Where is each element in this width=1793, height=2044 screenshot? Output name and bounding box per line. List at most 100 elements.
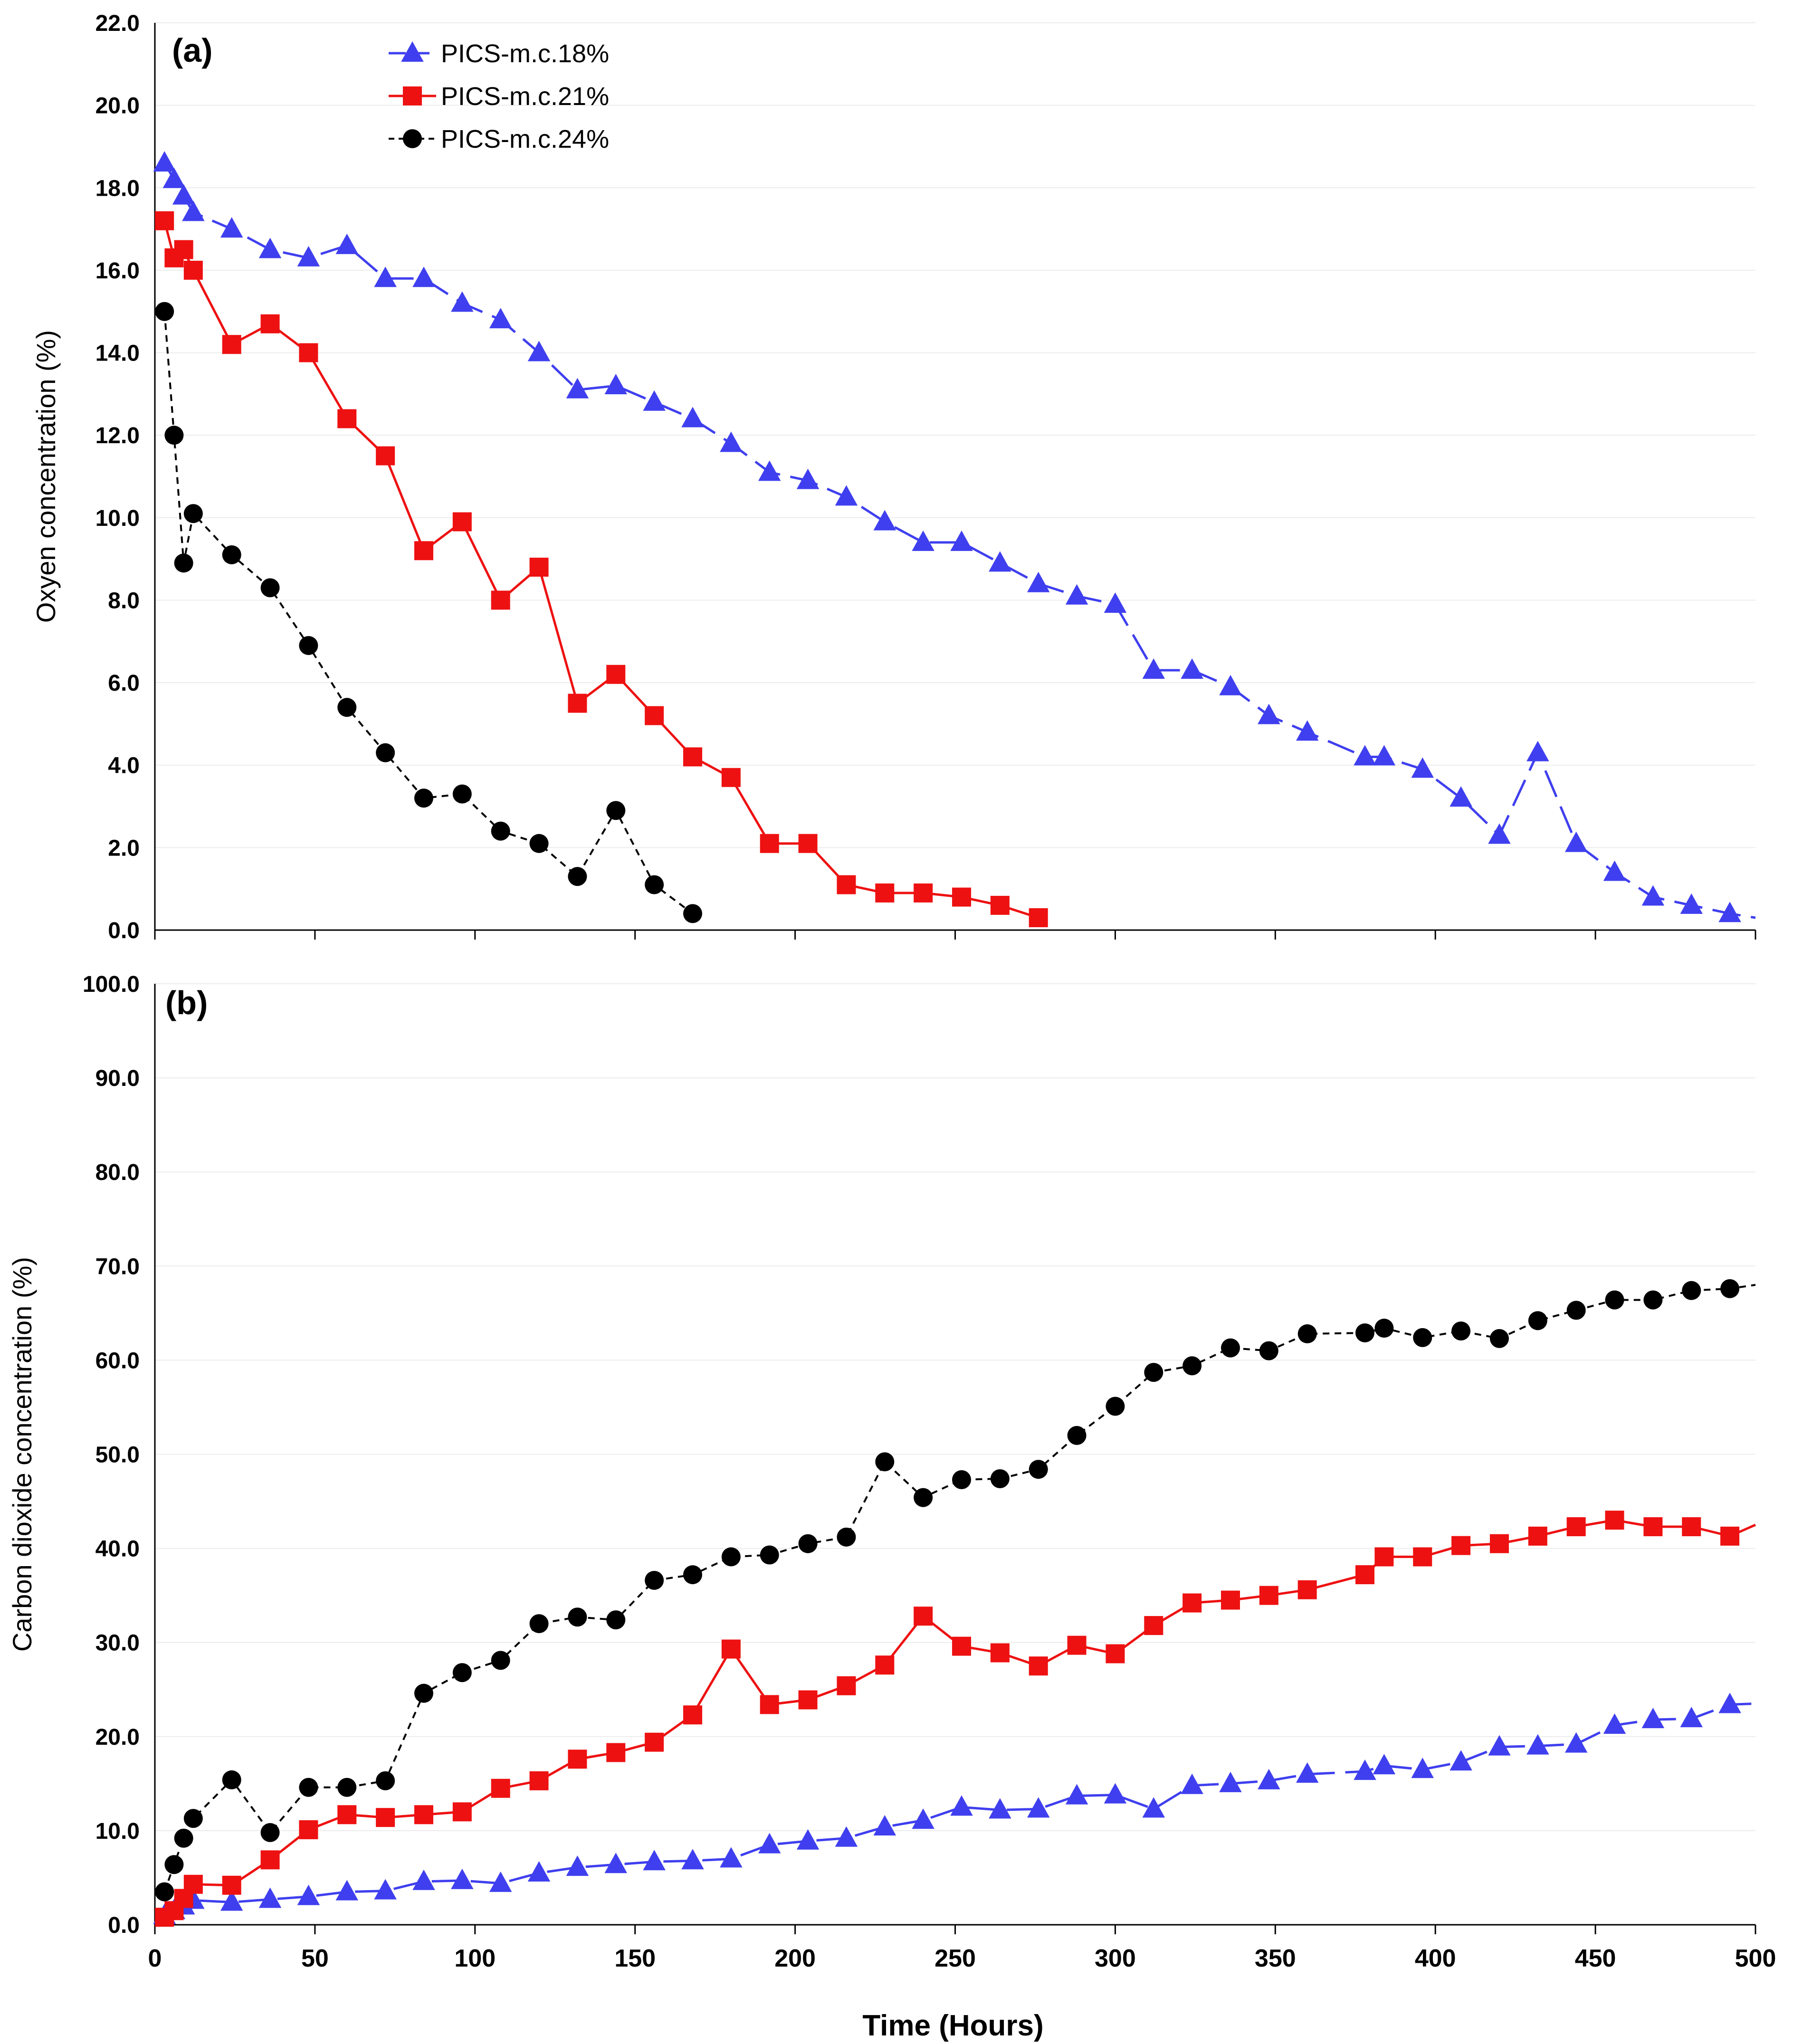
data-point-triangle [374,266,397,287]
data-point-square [914,1607,933,1626]
data-point-triangle [912,530,935,551]
data-point-circle [164,426,184,445]
data-point-circle [155,1882,174,1901]
data-point-circle [645,875,664,894]
data-point-circle [760,1545,779,1565]
data-point-triangle [489,1871,512,1892]
data-point-square [760,834,779,853]
series-a-0 [153,151,1756,922]
data-point-square [376,1808,395,1827]
data-point-circle [529,834,549,853]
data-point-circle [1259,1341,1278,1360]
data-point-square [1413,1547,1432,1567]
panel-b-axes: 0.0 10.0 20.0 30.0 40.0 50.0 60.0 70.0 80.0 90.0 1… [83,972,1776,1972]
data-point-square [1221,1590,1240,1610]
data-point-square [299,1820,318,1839]
data-point-circle [798,1534,818,1553]
data-point-circle [491,1651,510,1670]
y-tick-label-a: 10.0 [95,506,140,531]
series-b-0 [153,1692,1756,1924]
data-point-square [299,343,318,362]
data-point-triangle [1526,1734,1549,1755]
data-point-circle [337,698,357,717]
y-tick-label-a: 18.0 [95,176,140,201]
data-point-circle [1106,1397,1125,1416]
data-point-square [1067,1635,1087,1655]
data-point-triangle [912,1808,935,1829]
data-point-triangle [1373,1754,1396,1775]
data-point-circle [1451,1321,1471,1340]
data-point-circle [452,784,472,804]
y-tick-label-a: 0.0 [108,918,140,943]
data-point-circle [299,1778,318,1797]
data-point-square [260,1850,280,1870]
x-tick-label: 100 [454,1945,496,1972]
legend-entry: PICS-m.c.24% [389,125,609,153]
data-point-circle [1605,1290,1624,1310]
data-point-triangle [758,460,781,481]
data-point-circle [683,904,702,923]
data-point-square [1106,1644,1125,1664]
data-point-square [1451,1536,1471,1555]
data-point-square [990,1643,1010,1663]
data-point-circle [914,1488,933,1507]
data-point-circle [1029,1460,1048,1479]
data-point-circle [414,789,433,808]
data-point-square [837,1676,856,1695]
data-point-triangle [527,1861,551,1882]
data-point-triangle [1680,1707,1703,1728]
panel-a-oxygen-chart: 0.0 2.0 4.0 6.0 8.0 10.0 12.0 14.0 16.0 18.0 20.0 2… [31,11,1756,943]
legend-entry: PICS-m.c.21% [389,82,609,111]
data-point-square [606,1743,626,1762]
data-point-triangle [950,1795,973,1816]
data-point-triangle [796,1829,820,1850]
legend-marker-triangle [401,41,424,62]
data-point-triangle [527,341,551,361]
data-point-circle [1144,1363,1164,1382]
data-point-triangle [681,407,704,428]
data-point-triangle [1142,658,1165,679]
data-point-triangle [1027,1797,1050,1818]
panel-a-gridlines [155,22,1755,848]
data-point-square [760,1695,779,1714]
data-point-square [1566,1517,1586,1537]
data-point-circle [529,1614,549,1634]
data-point-square [414,1805,433,1825]
data-point-triangle [1450,786,1472,807]
y-tick-label-a: 4.0 [108,753,140,779]
data-point-circle [645,1570,664,1590]
data-point-square [1528,1526,1547,1546]
data-point-triangle [1488,823,1511,844]
data-point-circle [1682,1281,1701,1300]
series-line-a-0 [163,162,1756,919]
x-tick-label: 250 [935,1945,976,1972]
panel-a-legend: PICS-m.c.18% PICS-m.c.21% PICS-m.c.24% [389,39,609,153]
y-tick-label-b: 20.0 [95,1725,140,1750]
data-point-square [222,1875,241,1895]
series-b-1 [155,1511,1756,1927]
data-point-circle [1643,1290,1663,1310]
data-point-square [1144,1616,1164,1635]
data-point-square [721,768,741,787]
data-point-square [1259,1586,1278,1605]
data-point-square [798,834,818,853]
data-point-triangle [1104,1783,1127,1804]
y-tick-label-b: 100.0 [83,972,140,997]
data-point-triangle [220,217,243,238]
data-point-square [914,883,933,903]
data-point-square [1374,1547,1394,1567]
data-point-circle [1067,1426,1087,1445]
panel-b-carbon-dioxide-chart: 0.0 10.0 20.0 30.0 40.0 50.0 60.0 70.0 80.0 90.0 1… [7,972,1776,2042]
y-tick-label-b: 60.0 [95,1348,140,1373]
data-point-circle [174,1828,193,1848]
data-point-square [529,558,549,577]
data-point-triangle [172,184,195,205]
data-point-triangle [1411,757,1434,778]
data-point-square [1489,1534,1509,1553]
data-point-square [222,335,241,354]
data-point-square [721,1639,741,1659]
panel-a-y-axis-title: Oxyen concentration (%) [31,330,61,623]
panel-b-gridlines [155,983,1755,1831]
y-tick-label-a: 14.0 [95,341,140,366]
